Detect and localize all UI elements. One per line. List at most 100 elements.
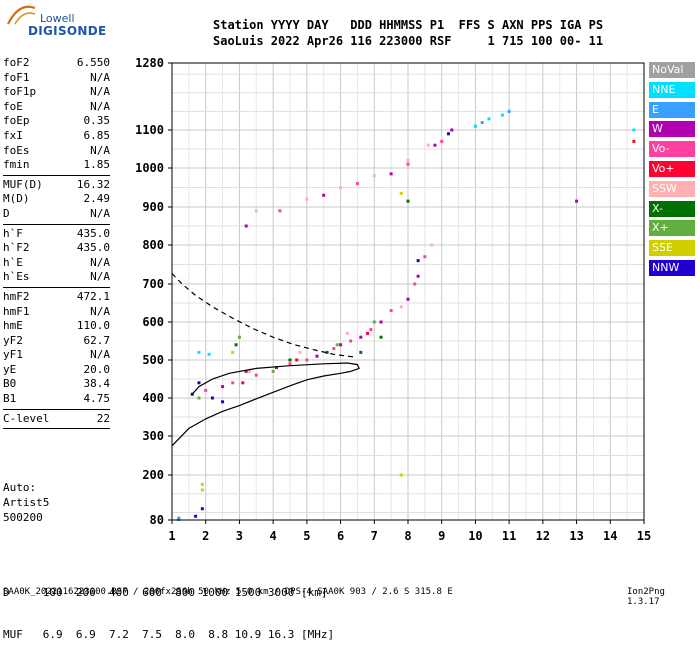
y-tick-label: 900: [142, 200, 164, 214]
data-point-nne: [500, 113, 504, 117]
param-row: foF1 N/A: [3, 71, 110, 86]
legend-item-nnw: NNW: [649, 259, 695, 276]
data-point-ssw: [248, 369, 252, 373]
param-value: 22: [96, 411, 110, 425]
data-point-x-: [379, 335, 383, 339]
autoscaler-name: Artist5: [3, 496, 50, 509]
chart-curves: [171, 273, 360, 447]
data-point-e: [177, 516, 181, 520]
x-tick-label: 8: [404, 529, 411, 543]
data-point-nnw: [197, 381, 201, 385]
param-value: N/A: [90, 348, 110, 362]
param-value: 6.85: [83, 128, 111, 142]
param-value: 0.35: [83, 114, 111, 128]
data-point-w: [389, 172, 393, 176]
y-tick-label: 600: [142, 315, 164, 329]
x-tick-label: 7: [371, 529, 378, 543]
param-name: yE: [3, 362, 17, 376]
param-row: D N/A: [3, 207, 110, 222]
divider: [3, 428, 110, 430]
data-point-sse: [200, 488, 204, 492]
data-point-nnw: [416, 259, 420, 263]
data-point-w: [359, 335, 363, 339]
data-point-w: [275, 366, 279, 370]
data-point-nnw: [221, 400, 225, 404]
param-name: foEs: [3, 143, 30, 157]
param-value: N/A: [90, 255, 110, 269]
legend-item-ssw: SSW: [649, 180, 695, 197]
data-point-x-: [271, 369, 275, 373]
data-point-ssw: [305, 197, 309, 201]
param-name: hmE: [3, 319, 23, 333]
y-tick-label: 700: [142, 277, 164, 291]
data-point-sse: [231, 350, 235, 354]
auto-label: Auto:: [3, 481, 37, 494]
divider: [3, 223, 110, 225]
data-point-nne: [487, 117, 491, 121]
data-point-vo-: [349, 339, 353, 343]
param-value: N/A: [90, 270, 110, 284]
y-tick-label: 500: [142, 353, 164, 367]
legend: NoVal NNE E W Vo- Vo+ SSW X- X+ SSE NNW: [649, 62, 695, 280]
param-row: yF1 N/A: [3, 348, 110, 363]
data-point-w: [315, 354, 319, 358]
ionogram-chart: 1 2 3 4 5 6 7 8 9 10 11 12 13 14 158020030040050060070…: [135, 56, 651, 543]
x-tick-label: 2: [202, 529, 209, 543]
x-tick-label: 12: [536, 529, 550, 543]
param-name: foF1p: [3, 85, 37, 99]
data-point-vo-: [413, 282, 417, 286]
data-point-ssw: [406, 158, 410, 162]
data-point-ssw: [254, 209, 258, 213]
params-group-2: MUF(D) 16.32 M(D) 2.49 D N/A: [3, 178, 110, 222]
data-point-vo-: [231, 381, 235, 385]
muf-table-distance-row: D 100 200 400 600 800 1000 1500 3000 [km…: [3, 586, 328, 599]
param-name: fmin: [3, 158, 30, 172]
param-value: 435.0: [76, 226, 110, 240]
y-tick-label: 400: [142, 391, 164, 405]
data-point-nnw: [200, 507, 204, 511]
data-point-nne: [632, 128, 636, 132]
logo-digisonde-text: DIGISONDE: [28, 24, 107, 38]
param-value: 472.1: [76, 289, 110, 303]
param-row: hmF2 472.1: [3, 290, 110, 305]
data-point-vo-: [406, 162, 410, 166]
data-point-w: [244, 369, 248, 373]
legend-item-x-: X-: [649, 200, 695, 217]
data-point-x-: [197, 396, 201, 400]
x-tick-label: 13: [569, 529, 583, 543]
param-name: MUF(D): [3, 177, 43, 191]
param-value: 62.7: [83, 333, 111, 347]
data-point-vo-: [295, 358, 299, 362]
y-tick-label: 200: [142, 468, 164, 482]
data-point-ssw: [430, 243, 434, 247]
data-point-vo-: [632, 139, 636, 143]
data-point-vo-: [423, 255, 427, 259]
params-group-5: C-level 22: [3, 412, 110, 427]
data-point-nne: [473, 124, 477, 128]
param-value: 38.4: [83, 377, 111, 391]
muf-dashed-curve: [171, 273, 355, 358]
legend-item-x-: X+: [649, 220, 695, 237]
x-tick-label: 5: [303, 529, 310, 543]
data-point-e: [507, 109, 511, 113]
param-name: hmF1: [3, 304, 30, 318]
data-point-x-: [234, 343, 238, 347]
param-name: foE: [3, 99, 23, 113]
param-row: fxI 6.85: [3, 129, 110, 144]
chart-axes: 1 2 3 4 5 6 7 8 9 10 11 12 13 14 158020030040050060070…: [135, 56, 651, 543]
param-value: 6.550: [76, 56, 110, 69]
y-tick-label: 1280: [135, 56, 164, 70]
divider: [3, 174, 110, 176]
data-point-vo-: [369, 328, 373, 332]
divider: [3, 408, 110, 410]
param-value: N/A: [90, 70, 110, 84]
data-point-ssw: [426, 143, 430, 147]
param-name: foF1: [3, 70, 30, 84]
data-point-nnw: [446, 132, 450, 136]
param-row: h`E N/A: [3, 256, 110, 271]
data-point-nne: [197, 350, 201, 354]
param-value: N/A: [90, 85, 110, 99]
params-group-3: h`F 435.0 h`F2 435.0 h`E N/A h`Es N/A: [3, 227, 110, 285]
data-point-sse: [200, 482, 204, 486]
parameters-panel: foF2 6.550 foF1 N/A foF1p N/A foE N/A foEp 0.35 fx…: [3, 56, 110, 431]
